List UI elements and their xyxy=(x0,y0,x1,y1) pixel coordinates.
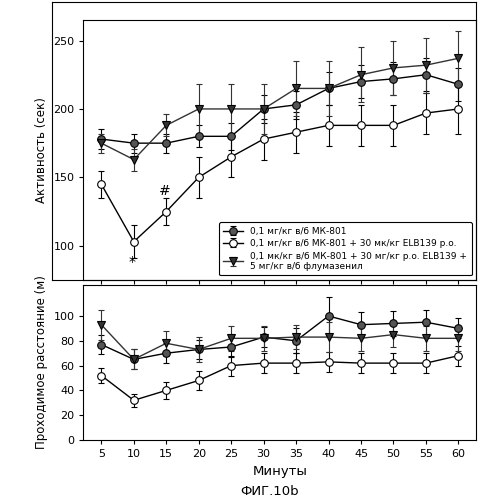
Y-axis label: Проходимое расстояние (м): Проходимое расстояние (м) xyxy=(35,276,48,450)
Text: *: * xyxy=(128,255,136,269)
X-axis label: Минуты: Минуты xyxy=(252,464,307,477)
Text: #: # xyxy=(159,184,170,198)
Y-axis label: Активность (сек): Активность (сек) xyxy=(35,97,48,203)
Legend: 0,1 мг/кг в/б МК-801, 0,1 мг/кг в/б МК-801 + 30 мк/кг ELB139 p.o., 0,1 мк/кг в/б: 0,1 мг/кг в/б МК-801, 0,1 мг/кг в/б МК-8… xyxy=(219,222,472,276)
Text: ФИГ.10b: ФИГ.10b xyxy=(241,485,300,498)
